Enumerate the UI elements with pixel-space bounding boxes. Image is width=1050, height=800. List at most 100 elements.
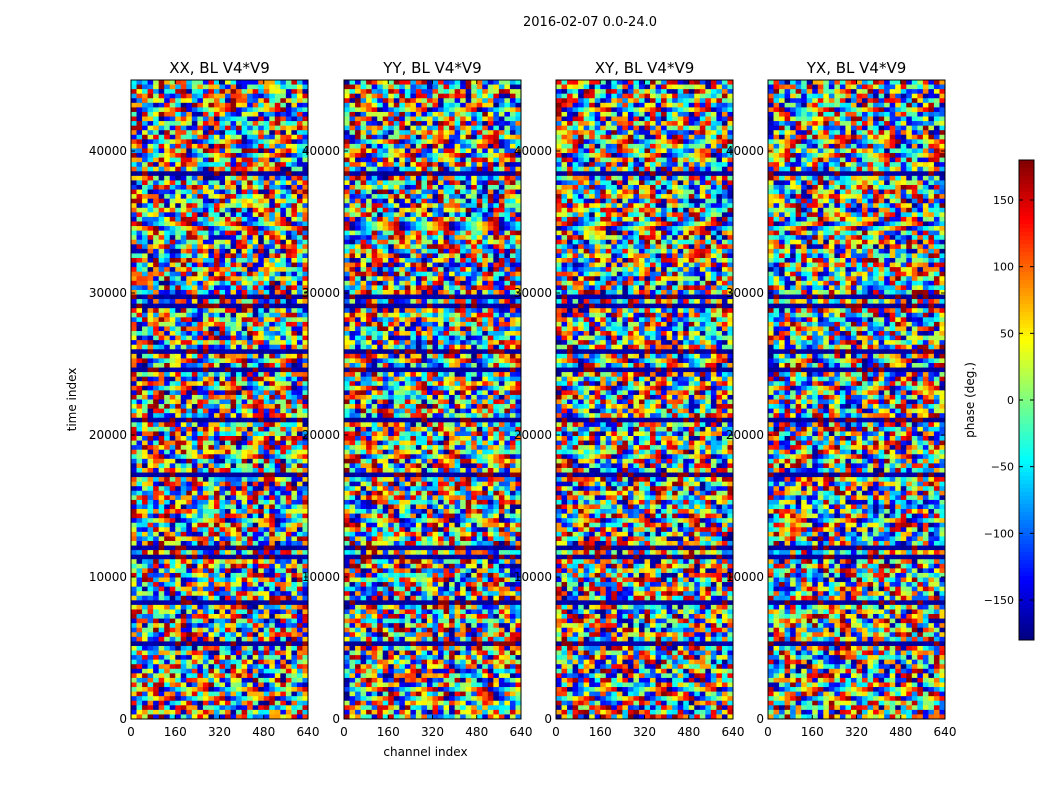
heatmap-cell — [231, 85, 237, 90]
heatmap-cell — [291, 523, 297, 528]
heatmap-cell — [258, 400, 264, 405]
heatmap-cell — [142, 162, 148, 167]
heatmap-cell — [203, 587, 209, 592]
heatmap-cell — [137, 500, 143, 505]
heatmap-cell — [148, 463, 154, 468]
heatmap-cell — [236, 696, 242, 701]
heatmap-cell — [197, 441, 203, 446]
heatmap-cell — [291, 308, 297, 313]
heatmap-cell — [280, 112, 286, 117]
heatmap-cell — [170, 244, 176, 249]
heatmap-cell — [137, 235, 143, 240]
heatmap-cell — [275, 532, 281, 537]
heatmap-cell — [208, 363, 214, 368]
heatmap-cell — [269, 390, 275, 395]
heatmap-cell — [186, 390, 192, 395]
heatmap-cell — [153, 117, 159, 122]
heatmap-cell — [275, 171, 281, 176]
heatmap-cell — [510, 121, 516, 126]
heatmap-cell — [142, 491, 148, 496]
heatmap-cell — [280, 541, 286, 546]
heatmap-cell — [361, 130, 367, 135]
heatmap-cell — [192, 682, 198, 687]
heatmap-cell — [175, 249, 181, 254]
heatmap-cell — [291, 710, 297, 715]
heatmap-cell — [297, 194, 303, 199]
heatmap-cell — [159, 623, 165, 628]
heatmap-cell — [142, 646, 148, 651]
heatmap-cell — [148, 126, 154, 131]
heatmap-cell — [225, 272, 231, 277]
heatmap-cell — [297, 669, 303, 674]
heatmap-cell — [247, 199, 253, 204]
heatmap-cell — [220, 89, 226, 94]
heatmap-cell — [258, 386, 264, 391]
heatmap-cell — [220, 418, 226, 423]
heatmap-cell — [220, 555, 226, 560]
heatmap-cell — [181, 171, 187, 176]
heatmap-cell — [242, 692, 248, 697]
heatmap-cell — [471, 98, 477, 103]
heatmap-cell — [192, 221, 198, 226]
heatmap-cell — [197, 272, 203, 277]
heatmap-cell — [131, 701, 137, 706]
heatmap-cell — [208, 623, 214, 628]
heatmap-cell — [175, 450, 181, 455]
heatmap-cell — [275, 240, 281, 245]
heatmap-cell — [231, 696, 237, 701]
heatmap-cell — [208, 345, 214, 350]
heatmap-cell — [159, 89, 165, 94]
heatmap-cell — [297, 276, 303, 281]
heatmap-cell — [192, 664, 198, 669]
heatmap-cell — [258, 253, 264, 258]
heatmap-cell — [297, 263, 303, 268]
heatmap-cell — [164, 194, 170, 199]
heatmap-cell — [344, 126, 350, 131]
heatmap-cell — [197, 304, 203, 309]
heatmap-cell — [236, 673, 242, 678]
heatmap-cell — [280, 454, 286, 459]
heatmap-cell — [137, 678, 143, 683]
heatmap-cell — [214, 139, 220, 144]
heatmap-cell — [131, 609, 137, 614]
heatmap-cell — [297, 477, 303, 482]
heatmap-cell — [137, 409, 143, 414]
heatmap-cell — [377, 130, 383, 135]
heatmap-cell — [269, 345, 275, 350]
heatmap-cell — [275, 409, 281, 414]
heatmap-cell — [416, 144, 422, 149]
heatmap-cell — [225, 614, 231, 619]
heatmap-cell — [220, 258, 226, 263]
heatmap-cell — [275, 696, 281, 701]
heatmap-cell — [192, 495, 198, 500]
heatmap-cell — [181, 413, 187, 418]
heatmap-cell — [192, 395, 198, 400]
heatmap-cell — [242, 468, 248, 473]
heatmap-cell — [510, 117, 516, 122]
heatmap-cell — [170, 518, 176, 523]
heatmap-cell — [275, 445, 281, 450]
heatmap-cell — [186, 180, 192, 185]
heatmap-cell — [220, 249, 226, 254]
heatmap-cell — [286, 107, 292, 112]
heatmap-cell — [253, 276, 259, 281]
heatmap-cell — [247, 651, 253, 656]
heatmap-cell — [131, 272, 137, 277]
heatmap-cell — [148, 641, 154, 646]
heatmap-cell — [444, 94, 450, 99]
heatmap-cell — [192, 167, 198, 172]
heatmap-cell — [203, 267, 209, 272]
heatmap-cell — [175, 422, 181, 427]
heatmap-cell — [164, 295, 170, 300]
heatmap-cell — [247, 194, 253, 199]
heatmap-cell — [280, 240, 286, 245]
heatmap-cell — [142, 477, 148, 482]
heatmap-cell — [242, 290, 248, 295]
heatmap-cell — [291, 473, 297, 478]
heatmap-cell — [269, 500, 275, 505]
heatmap-cell — [214, 162, 220, 167]
heatmap-cell — [170, 336, 176, 341]
heatmap-cell — [242, 85, 248, 90]
heatmap-cell — [297, 696, 303, 701]
heatmap-cell — [159, 482, 165, 487]
